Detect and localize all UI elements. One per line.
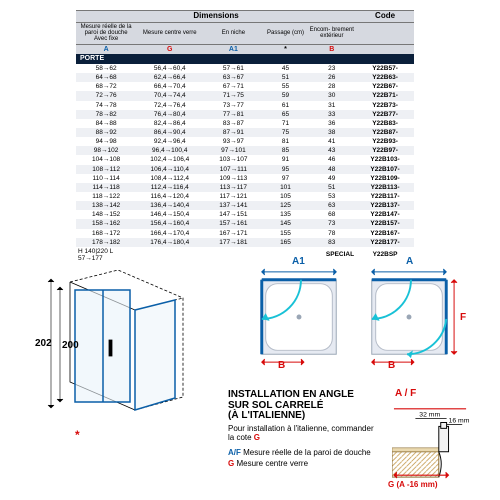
label-b2: B [388, 360, 395, 371]
table-row: 94→9892,4→96,493→978141Y22B93- [76, 137, 414, 146]
special-label: SPECIAL [307, 247, 356, 263]
table-row: 88→9286,4→90,487→917538Y22B87- [76, 128, 414, 137]
af-text: Mesure réelle de la paroi de douche [241, 448, 371, 457]
hl-dims: H 140|220 L 57→177 [76, 247, 136, 263]
g-formula: G (A -16 mm) [388, 480, 438, 489]
table-row: 68→7266,4→70,467→715528Y22B67- [76, 82, 414, 91]
install-title-1: INSTALLATION EN ANGLE [228, 389, 354, 400]
col-h5 [356, 22, 414, 44]
table-row: 158→162156,4→160,4157→16114573Y22B157- [76, 219, 414, 228]
star-icon: * [75, 428, 80, 442]
table-row: 114→118112,4→116,4113→11710151Y22B113- [76, 183, 414, 192]
col-h3: Passage (cm) [264, 22, 308, 44]
sym-a1: A1 [203, 44, 263, 54]
table-row: 138→142136,4→140,4137→14112563Y22B137- [76, 201, 414, 210]
table-row: 118→122116,4→120,4117→12110553Y22B117- [76, 192, 414, 201]
col-h1: Mesure centre verre [136, 22, 203, 44]
table-row: 168→172166,4→170,4167→17115578Y22B167- [76, 229, 414, 238]
col-group-code: Code [356, 11, 414, 23]
label-a: A [406, 256, 413, 267]
iso-drawing: 202 200 [35, 270, 210, 425]
table-row: 64→6862,4→66,463→675126Y22B63- [76, 73, 414, 82]
table-row: 178→182176,4→180,4177→18116583Y22B177- [76, 238, 414, 247]
af-key: A/F [228, 448, 241, 457]
table-row: 148→152146,4→150,4147→15113568Y22B147- [76, 210, 414, 219]
col-group-dimensions: Dimensions [76, 11, 356, 23]
dim-202: 202 [35, 338, 52, 349]
table-row: 72→7670,4→74,471→755930Y22B71- [76, 91, 414, 100]
col-h2: En niche [203, 22, 263, 44]
install-title-3: (À L'ITALIENNE) [228, 410, 305, 421]
sym-b: B [307, 44, 356, 54]
dimensions-table: Dimensions Code Mesure réelle de la paro… [76, 10, 414, 263]
sym-a: A [76, 44, 136, 54]
cote-g: G [254, 433, 260, 442]
plan-view-1: A1 B [250, 268, 348, 366]
install-title-2: SUR SOL CARRELÉ [228, 400, 323, 411]
sym-star: * [264, 44, 308, 54]
label-f: F [460, 312, 466, 323]
col-h0: Mesure réelle de la paroi de douche Avec… [76, 22, 136, 44]
band-porte: PORTE [76, 54, 414, 64]
table-row: 58→6256,4→60,457→614523Y22B57- [76, 64, 414, 73]
install-body: Pour installation à l'italienne, command… [228, 424, 374, 442]
table-row: 98→10296,4→100,497→1018543Y22B97- [76, 146, 414, 155]
plan-view-2: A F B [360, 268, 458, 366]
sym-blank [356, 44, 414, 54]
table-row: 74→7872,4→76,473→776131Y22B73- [76, 101, 414, 110]
table-row: 104→108102,4→106,4103→1079146Y22B103- [76, 155, 414, 164]
label-a1: A1 [292, 256, 305, 267]
table-row: 78→8276,4→80,477→816533Y22B77- [76, 110, 414, 119]
table-body: 58→6256,4→60,457→614523Y22B57-64→6862,4→… [76, 64, 414, 247]
dim-200: 200 [62, 340, 79, 351]
install-note: INSTALLATION EN ANGLE SUR SOL CARRELÉ (À… [228, 390, 468, 468]
table-row: 110→114108,4→112,4109→1139749Y22B109- [76, 174, 414, 183]
table-row: 84→8882,4→86,483→877136Y22B83- [76, 119, 414, 128]
g-text: Mesure centre verre [234, 459, 308, 468]
sym-g: G [136, 44, 203, 54]
table-row: 108→112106,4→110,4107→1119548Y22B107- [76, 165, 414, 174]
col-h4: Encom- brement extérieur [307, 22, 356, 44]
label-b1: B [278, 360, 285, 371]
